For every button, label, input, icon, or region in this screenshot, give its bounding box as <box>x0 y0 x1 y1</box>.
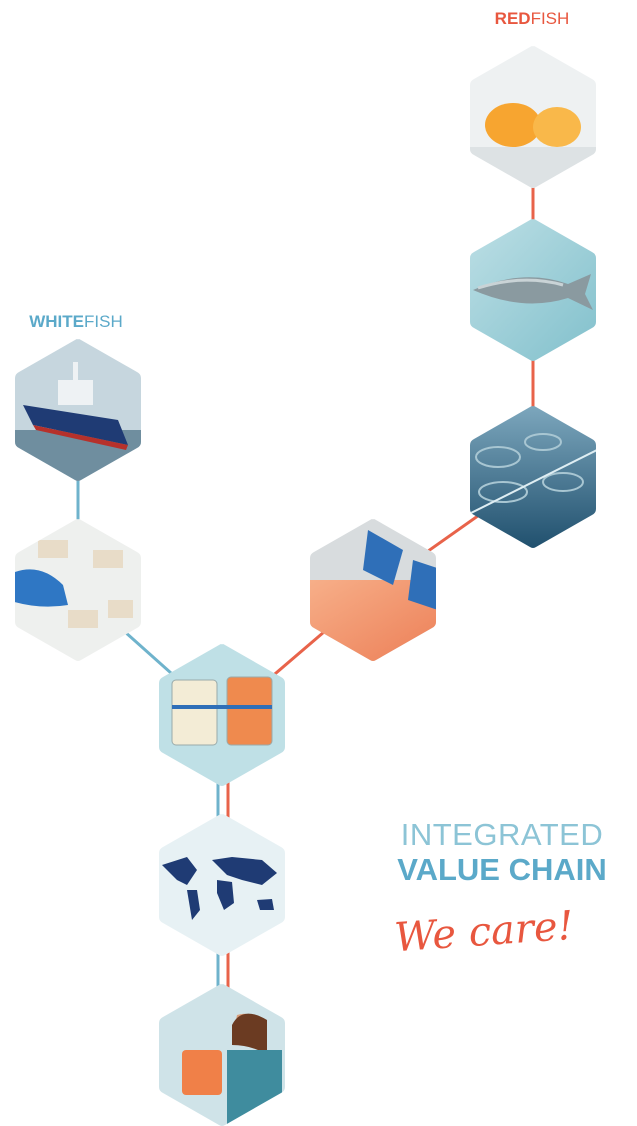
whitefish-label: WHITEFISH <box>29 312 123 331</box>
packaged-products-hexagon <box>152 640 292 790</box>
value-chain-diagram: REDFISH WHITEFISH INTEGRATED VALUE CHAIN… <box>0 0 637 1126</box>
trawler-hexagon <box>8 335 148 485</box>
tagline-line1: INTEGRATED <box>401 817 604 852</box>
whitefish-label-light: FISH <box>84 312 123 331</box>
whitefish-packing-hexagon <box>8 515 148 665</box>
fish-farm-hexagon <box>463 402 603 552</box>
processing-hexagon <box>303 515 443 665</box>
salmon-fish-hexagon <box>463 215 603 365</box>
tagline-line2: VALUE CHAIN <box>397 852 607 887</box>
redfish-label-bold: RED <box>495 9 531 28</box>
redfish-label: REDFISH <box>495 9 570 28</box>
redfish-label-light: FISH <box>531 9 570 28</box>
whitefish-label-bold: WHITE <box>29 312 84 331</box>
world-map-hexagon <box>152 810 292 960</box>
page: REDFISH WHITEFISH INTEGRATED VALUE CHAIN… <box>0 0 637 1126</box>
consumer-hexagon <box>152 980 292 1126</box>
roe-hexagon <box>463 42 603 197</box>
tagline-signature: We care! <box>393 903 575 961</box>
